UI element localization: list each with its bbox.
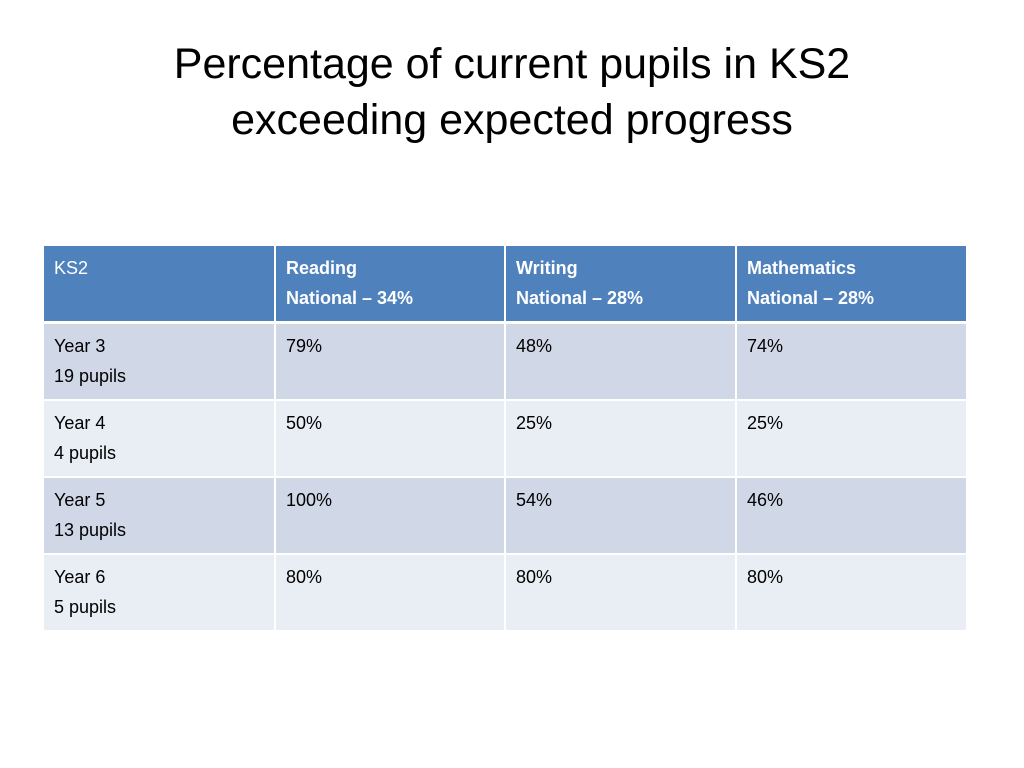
header-mathematics: Mathematics National – 28% — [736, 246, 966, 324]
table-header-row: KS2 Reading National – 34% Writing Natio… — [44, 246, 966, 324]
year-label: Year 5 — [54, 490, 106, 510]
year-label: Year 6 — [54, 567, 106, 587]
writing-cell: 25% — [505, 400, 737, 478]
slide-title: Percentage of current pupils in KS2 exce… — [62, 36, 962, 148]
mathematics-cell: 80% — [736, 554, 966, 632]
header-national: National – 28% — [516, 288, 644, 308]
header-writing: Writing National – 28% — [505, 246, 737, 324]
header-ks2-label: KS2 — [54, 258, 89, 278]
slide-title-line-1: Percentage of current pupils in KS2 — [173, 40, 851, 88]
mathematics-cell: 46% — [736, 477, 966, 555]
year-label: Year 4 — [54, 413, 106, 433]
progress-table: KS2 Reading National – 34% Writing Natio… — [44, 246, 966, 632]
table-row: Year 5 13 pupils 100% 54% 46% — [44, 477, 966, 555]
pupil-count: 19 pupils — [54, 366, 127, 386]
header-subject: Reading — [286, 258, 358, 278]
reading-cell: 50% — [275, 400, 506, 478]
slide-title-line-2: exceeding expected progress — [231, 96, 793, 144]
year-cell: Year 6 5 pupils — [44, 554, 276, 632]
mathematics-cell: 74% — [736, 322, 966, 401]
reading-cell: 80% — [275, 554, 506, 632]
header-subject: Writing — [516, 258, 578, 278]
pupil-count: 5 pupils — [54, 597, 117, 617]
writing-cell: 48% — [505, 322, 737, 401]
writing-cell: 80% — [505, 554, 737, 632]
header-national: National – 28% — [747, 288, 875, 308]
pupil-count: 13 pupils — [54, 520, 127, 540]
pupil-count: 4 pupils — [54, 443, 117, 463]
table-row: Year 6 5 pupils 80% 80% 80% — [44, 554, 966, 632]
header-subject: Mathematics — [747, 258, 857, 278]
year-label: Year 3 — [54, 336, 106, 356]
year-cell: Year 5 13 pupils — [44, 477, 276, 555]
mathematics-cell: 25% — [736, 400, 966, 478]
header-reading: Reading National – 34% — [275, 246, 506, 324]
reading-cell: 100% — [275, 477, 506, 555]
year-cell: Year 3 19 pupils — [44, 322, 276, 401]
table-row: Year 4 4 pupils 50% 25% 25% — [44, 400, 966, 478]
table-row: Year 3 19 pupils 79% 48% 74% — [44, 322, 966, 401]
header-national: National – 34% — [286, 288, 414, 308]
writing-cell: 54% — [505, 477, 737, 555]
reading-cell: 79% — [275, 322, 506, 401]
header-ks2: KS2 — [44, 246, 276, 324]
year-cell: Year 4 4 pupils — [44, 400, 276, 478]
